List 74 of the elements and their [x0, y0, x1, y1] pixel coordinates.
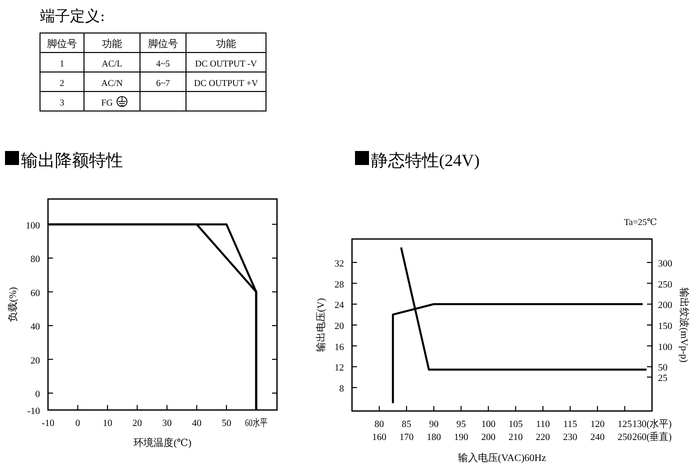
- x2-tick-label: 210: [508, 433, 524, 443]
- y2-tick-label: 50: [658, 364, 668, 374]
- text: DC OUTPUT +V: [194, 78, 258, 88]
- y-tick-label: 24: [334, 301, 344, 312]
- y-tick-label: 12: [334, 364, 344, 374]
- x2-tick-label: 170: [399, 433, 414, 443]
- x-tick-label: 85: [402, 420, 412, 430]
- y-tick-label: 32: [334, 259, 344, 270]
- y2-tick-label: 300: [658, 259, 672, 270]
- y2-tick-label: 100: [658, 342, 672, 353]
- y-tick-label: 60: [30, 288, 40, 299]
- x-tick-label: 30: [162, 419, 172, 429]
- text: 3: [60, 98, 64, 108]
- x-tick-label: 120: [590, 420, 605, 430]
- y-tick-label: 20: [30, 356, 40, 366]
- x2-tick-label: 160: [372, 433, 387, 443]
- x2-tick-label: 230: [563, 433, 578, 443]
- x-tick-label: 105: [508, 420, 524, 430]
- x2-tick-label: 190: [454, 433, 468, 443]
- y-tick-label: 0: [35, 390, 40, 400]
- category-label: 脚位号: [148, 38, 178, 50]
- x2-tick-label: 260(垂直): [632, 431, 674, 443]
- category-label: 功能: [216, 38, 236, 50]
- text: AC/L: [102, 58, 122, 68]
- x2-tick-label: 240: [590, 433, 605, 443]
- text: 2: [60, 78, 64, 88]
- category-label: 功能: [102, 38, 122, 50]
- x2-tick-label: 180: [426, 433, 442, 443]
- text: FG: [101, 98, 113, 108]
- y2-tick-label: 250: [658, 280, 672, 290]
- y2-tick-label: 25: [658, 374, 668, 384]
- y-tick-label: 40: [30, 322, 40, 333]
- y-tick-label: 16: [334, 342, 344, 353]
- category-label: 脚位号: [47, 38, 77, 50]
- x-tick-label: 100: [481, 420, 496, 430]
- x-tick-label: 125: [618, 420, 632, 430]
- x-tick-label: 95: [456, 420, 466, 430]
- x-tick-label: 20: [132, 419, 142, 429]
- text: 6~7: [156, 78, 170, 88]
- chart-title: 静态特性(24V): [371, 151, 480, 170]
- text: 1: [60, 58, 64, 68]
- text: 4~5: [156, 58, 170, 68]
- text: 端子定义:: [40, 7, 106, 25]
- x2-tick-label: 220: [536, 433, 550, 443]
- y-axis-title: 负载(%): [7, 287, 19, 322]
- x-tick-label: 115: [563, 420, 578, 430]
- x-tick-label: 110: [536, 420, 550, 430]
- y-tick-label: 28: [334, 280, 344, 290]
- x2-tick-label: 200: [481, 433, 496, 443]
- x-tick-label: 10: [102, 419, 112, 429]
- text: AC/N: [101, 78, 123, 88]
- x-tick-label: 50: [222, 419, 232, 429]
- y2-axis-title: 输出纹波(mVp-p): [678, 288, 690, 362]
- x-tick-label: 40: [192, 419, 202, 429]
- text: DC OUTPUT -V: [195, 58, 257, 68]
- chart-title: 输出降额特性: [21, 151, 123, 170]
- y-tick-label: 100: [26, 221, 40, 232]
- x2-tick-label: 250: [618, 433, 632, 443]
- y2-tick-label: 150: [658, 322, 672, 332]
- x-tick-label: 130(水平): [632, 418, 674, 430]
- y-tick-label: 20: [334, 322, 344, 332]
- y-tick-label: 8: [339, 384, 344, 395]
- x-tick-label: 60水平: [244, 417, 275, 429]
- x-tick-label: -10: [42, 419, 55, 429]
- x-tick-label: 0: [75, 419, 80, 429]
- x-tick-label: 80: [374, 420, 384, 430]
- y-tick-label: -10: [27, 407, 40, 417]
- x-axis-title: 输入电压(VAC)60Hz: [458, 452, 547, 464]
- x-tick-label: 90: [429, 420, 439, 430]
- x-axis-title: 环境温度(℃): [134, 437, 192, 449]
- text: Ta=25℃: [624, 217, 657, 227]
- y-axis-title: 输出电压(V): [315, 298, 327, 352]
- y2-tick-label: 200: [658, 301, 672, 312]
- y-tick-label: 80: [30, 255, 40, 266]
